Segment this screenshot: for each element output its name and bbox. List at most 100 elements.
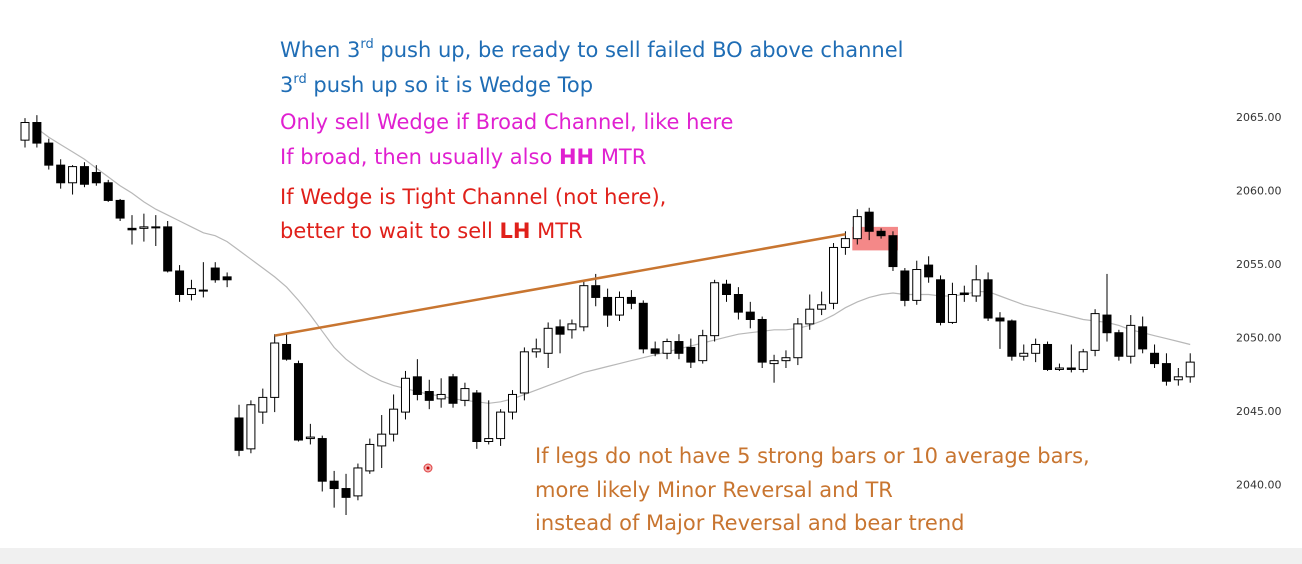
- candle-body: [32, 122, 42, 144]
- candle-body: [424, 391, 434, 401]
- annotation: If broad, then usually also HH MTR: [280, 145, 646, 169]
- candle-body: [638, 302, 648, 350]
- candle-body: [1019, 352, 1029, 357]
- annotation-part: instead of Major Reversal and bear trend: [535, 511, 964, 535]
- cursor-dot: [426, 466, 430, 470]
- candle-body: [1078, 351, 1088, 370]
- candle-body: [733, 294, 743, 313]
- candle-body: [258, 396, 268, 413]
- candle-body: [1150, 352, 1160, 365]
- candle-body: [103, 182, 113, 201]
- candle-body: [1043, 343, 1053, 370]
- candle-body: [888, 235, 898, 268]
- candle-body: [1114, 332, 1124, 357]
- annotation: When 3rd push up, be ready to sell faile…: [280, 37, 904, 62]
- candle-body: [79, 166, 89, 185]
- candle-body: [484, 438, 494, 442]
- candle-body: [722, 283, 732, 295]
- candle-body: [270, 342, 280, 398]
- candle-body: [971, 279, 981, 297]
- annotation: If legs do not have 5 strong bars or 10 …: [535, 444, 1090, 468]
- candle-body: [1054, 367, 1064, 370]
- candle-body: [44, 142, 54, 166]
- candle-body: [389, 408, 399, 435]
- candle-body: [234, 417, 244, 451]
- candle-body: [650, 348, 660, 354]
- candle-body: [805, 308, 815, 325]
- candle-body: [793, 323, 803, 359]
- candle-body: [852, 216, 862, 240]
- annotation: Only sell Wedge if Broad Channel, like h…: [280, 110, 733, 134]
- candle-body: [151, 226, 161, 229]
- candle-body: [68, 166, 78, 184]
- candle-body: [282, 343, 292, 360]
- annotation: instead of Major Reversal and bear trend: [535, 511, 964, 535]
- candle-body: [56, 164, 66, 184]
- candle-body: [1090, 313, 1100, 351]
- y-tick-label: 2060.00: [1236, 185, 1282, 198]
- annotation-part: If broad, then usually also: [280, 145, 559, 169]
- candle-body: [555, 326, 565, 335]
- candle-body: [1007, 320, 1017, 357]
- candle-body: [686, 346, 696, 363]
- annotation-part: If Wedge is Tight Channel (not here),: [280, 185, 666, 209]
- candle-body: [293, 363, 303, 441]
- candle-body: [436, 393, 446, 400]
- candle-body: [876, 230, 886, 237]
- candle-body: [305, 436, 315, 440]
- annotation-part: LH: [499, 219, 530, 243]
- candle-body: [531, 348, 541, 353]
- candle-body: [519, 351, 529, 394]
- candle-body: [1031, 343, 1041, 354]
- annotation-part: If legs do not have 5 strong bars or 10 …: [535, 444, 1090, 468]
- candle-body: [1126, 324, 1136, 357]
- annotation-part: more likely Minor Reversal and TR: [535, 478, 893, 502]
- candle-body: [246, 404, 256, 450]
- candle-body: [662, 341, 672, 354]
- annotation: 3rd push up so it is Wedge Top: [280, 72, 593, 97]
- candle-body: [163, 226, 173, 272]
- candle-body: [603, 296, 613, 316]
- candle-body: [496, 411, 506, 440]
- candle-body: [936, 279, 946, 323]
- candle-body: [365, 443, 375, 472]
- y-tick-label: 2065.00: [1236, 111, 1282, 124]
- candle-body: [175, 270, 185, 296]
- candle-body: [341, 488, 351, 498]
- candle-body: [924, 264, 934, 278]
- annotation-part: rd: [360, 37, 373, 52]
- candle-body: [1138, 326, 1148, 350]
- candle-body: [579, 285, 589, 328]
- candle-body: [947, 294, 957, 323]
- candle-body: [329, 480, 339, 490]
- plot-area: 2040.00 2045.00 2050.00 2055.00 2060.00 2065.…: [20, 111, 1282, 515]
- annotation-part: Only sell Wedge if Broad Channel, like h…: [280, 110, 733, 134]
- candle-body: [900, 270, 910, 301]
- candle-body: [698, 335, 708, 362]
- candle-body: [186, 288, 196, 295]
- candle-body: [1173, 376, 1183, 381]
- candle-body: [377, 433, 387, 447]
- candle-body: [1161, 363, 1171, 382]
- candle-body: [840, 238, 850, 248]
- candle-body: [472, 392, 482, 442]
- y-tick-label: 2055.00: [1236, 258, 1282, 271]
- bottom-bar: [0, 548, 1302, 564]
- candle-body: [567, 323, 577, 331]
- candle-body: [115, 199, 125, 219]
- candle-body: [745, 311, 755, 320]
- candle-body: [959, 292, 969, 295]
- annotation-part: push up, be ready to sell failed BO abov…: [374, 38, 904, 62]
- candle-body: [198, 289, 208, 292]
- candle-body: [210, 267, 220, 281]
- highlight-box: [852, 226, 898, 251]
- trend-line: [274, 232, 846, 337]
- annotation: better to wait to sell LH MTR: [280, 219, 583, 243]
- candle-body: [127, 227, 137, 231]
- candle-body: [1185, 361, 1195, 378]
- annotation-part: When 3: [280, 38, 360, 62]
- candle-body: [710, 282, 720, 337]
- candle-body: [781, 357, 791, 362]
- candle-body: [400, 377, 410, 413]
